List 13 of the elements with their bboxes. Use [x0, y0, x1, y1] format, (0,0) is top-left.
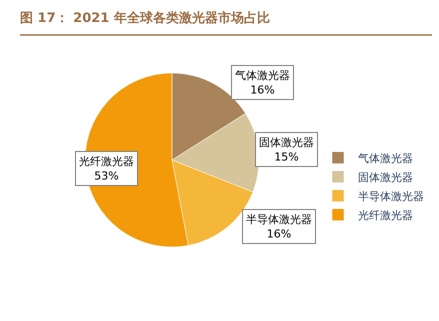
- slice-label: 气体激光器: [235, 69, 290, 82]
- legend-label: 固体激光器: [358, 170, 413, 184]
- data-label: 53%: [94, 169, 119, 182]
- legend-label: 光纤激光器: [358, 208, 413, 222]
- data-label: 16%: [266, 227, 292, 240]
- slice-label: 固体激光器: [259, 136, 314, 149]
- chart-title: 图 17： 2021 年全球各类激光器市场占比: [20, 10, 270, 26]
- slice-label: 半导体激光器: [246, 213, 312, 226]
- slice-label: 光纤激光器: [79, 155, 134, 168]
- data-label: 16%: [250, 83, 275, 96]
- legend-label: 气体激光器: [358, 152, 413, 165]
- data-label: 15%: [274, 150, 299, 164]
- legend-label: 半导体激光器: [358, 190, 424, 203]
